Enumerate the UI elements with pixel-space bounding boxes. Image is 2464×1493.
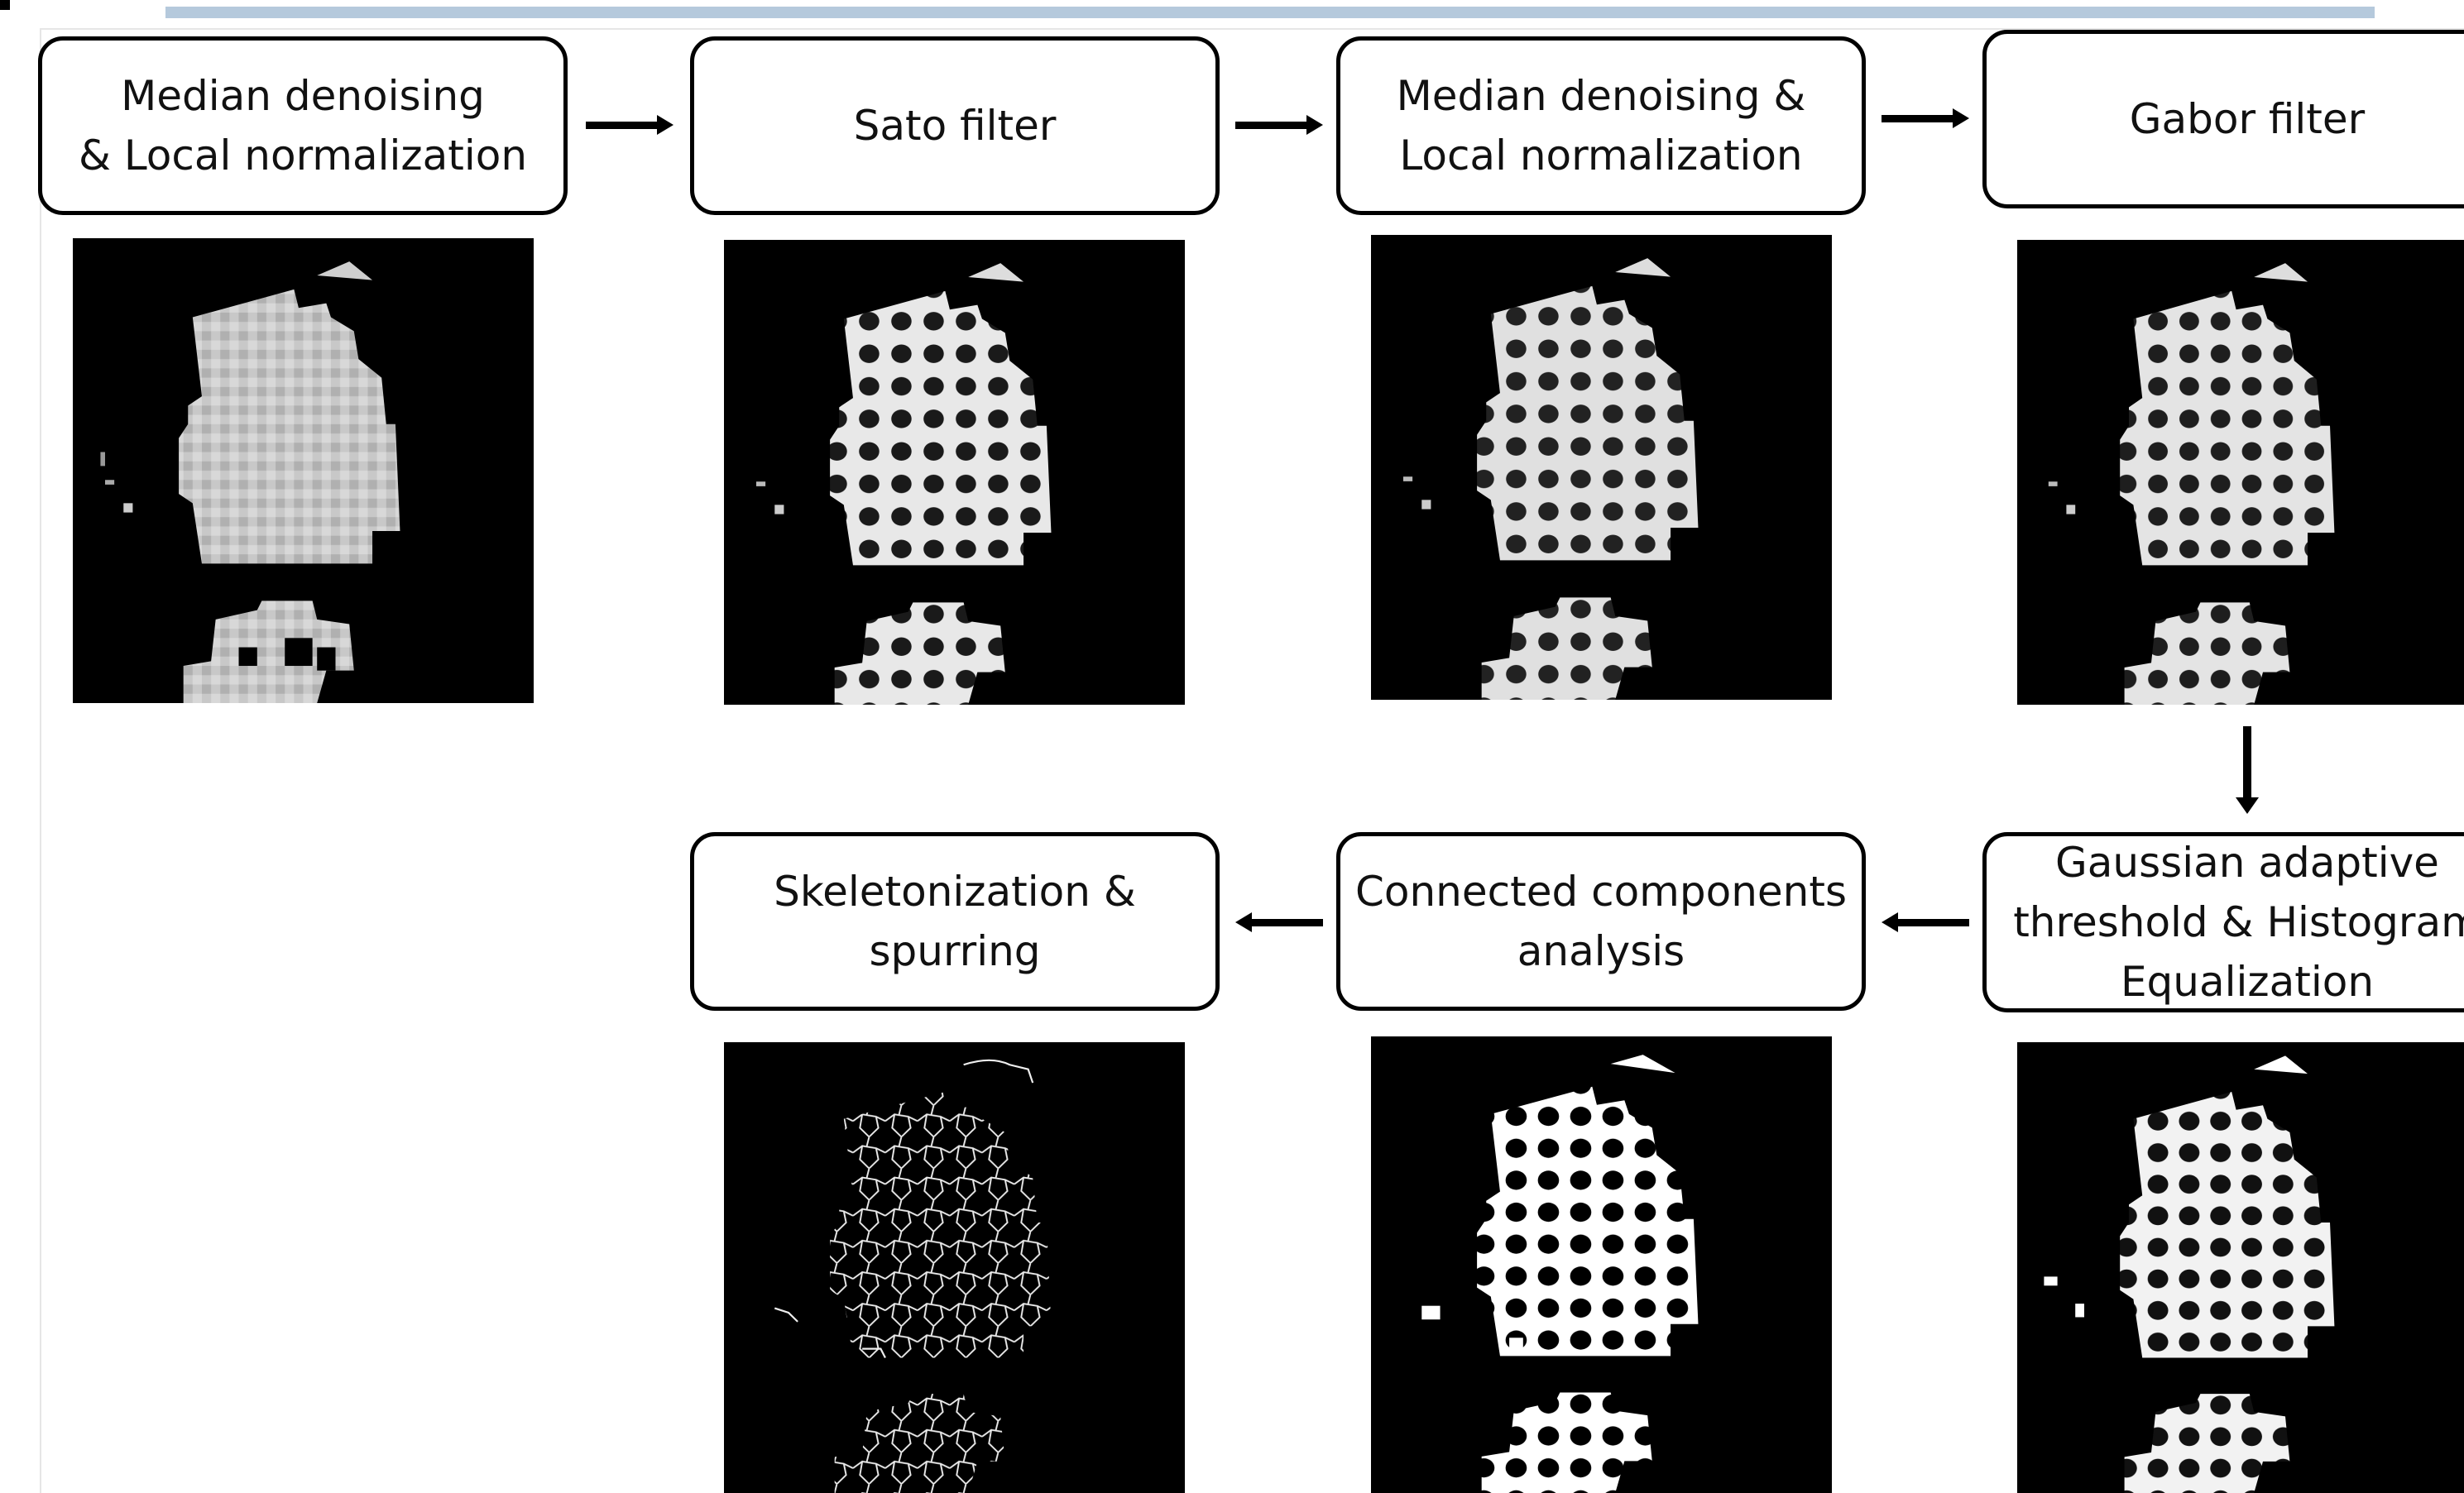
image-tile-1-normalized [73, 238, 534, 703]
step-box-sato-filter: Sato filter [690, 36, 1220, 215]
step-box-connected-components: Connected components analysis [1336, 832, 1866, 1011]
arrow-right-2 [1235, 114, 1323, 136]
arrow-left-1 [1882, 912, 1969, 933]
step-box-skeletonization: Skeletonization & spurring [690, 832, 1220, 1011]
image-tile-2-sato [724, 240, 1185, 705]
arrow-left-2 [1235, 912, 1323, 933]
frame-line-left [40, 28, 41, 1493]
arrow-down [2236, 726, 2259, 814]
step-box-median-denoising-2: Median denoising & Local normalization [1336, 36, 1866, 215]
image-tile-7-skeleton [724, 1042, 1185, 1493]
corner-mark [0, 0, 10, 10]
image-tile-5-threshold [2017, 1042, 2464, 1493]
image-tile-6-components [1371, 1036, 1832, 1493]
arrow-right-3 [1882, 108, 1969, 129]
step-box-gabor-filter: Gabor filter [1982, 30, 2464, 208]
frame-line-top [40, 28, 2464, 30]
step-box-gaussian-threshold: Gaussian adaptive threshold & Histogram … [1982, 832, 2464, 1012]
image-tile-3-normalized [1371, 235, 1832, 700]
top-accent-bar [165, 7, 2375, 18]
image-tile-4-gabor [2017, 240, 2464, 705]
step-box-median-denoising-1: Median denoising & Local normalization [38, 36, 568, 215]
arrow-right-1 [586, 114, 674, 136]
